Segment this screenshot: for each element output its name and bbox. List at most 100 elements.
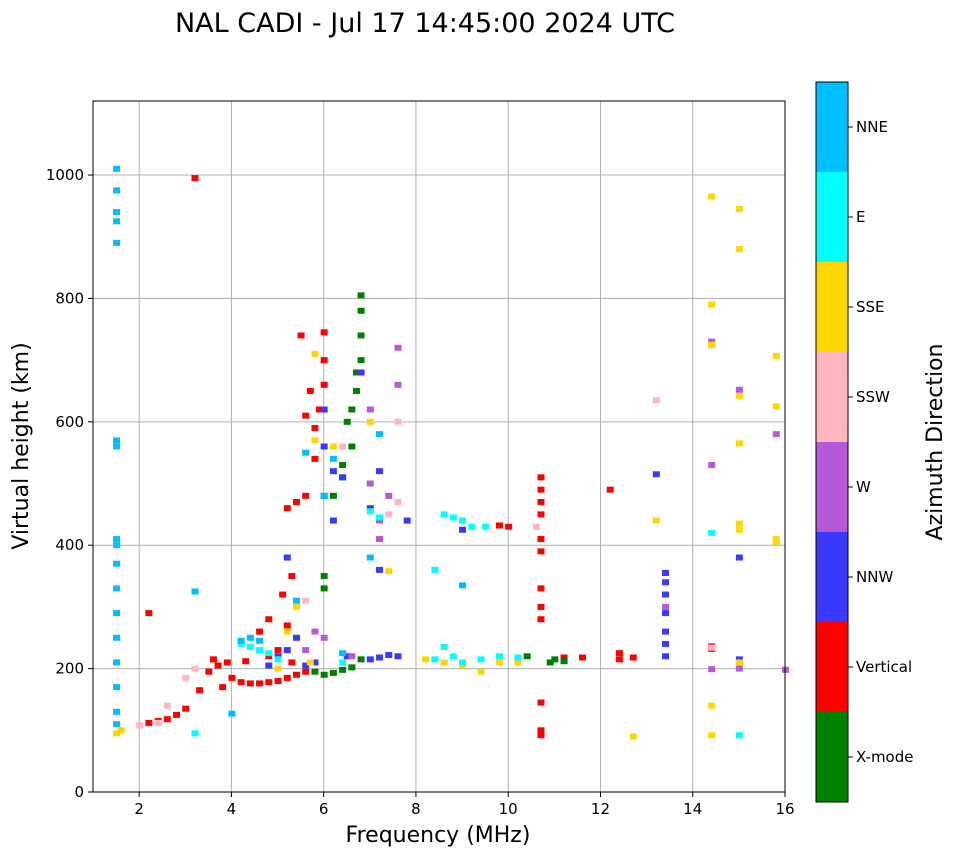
data-point bbox=[357, 369, 365, 376]
data-point bbox=[274, 656, 282, 663]
colorbar-label-sse: SSE bbox=[856, 298, 885, 316]
series-nne bbox=[113, 165, 467, 728]
data-point bbox=[311, 455, 319, 462]
data-point bbox=[376, 431, 384, 438]
data-point bbox=[320, 585, 328, 592]
data-point bbox=[348, 443, 356, 450]
data-point bbox=[495, 659, 503, 666]
data-point bbox=[265, 679, 273, 686]
colorbar-label-w: W bbox=[856, 478, 871, 496]
data-point bbox=[366, 656, 374, 663]
data-point bbox=[560, 654, 568, 661]
data-point bbox=[113, 536, 121, 543]
data-point bbox=[708, 666, 716, 673]
data-point bbox=[431, 566, 439, 573]
data-point bbox=[735, 732, 743, 739]
data-point bbox=[292, 597, 300, 604]
data-point bbox=[163, 716, 171, 723]
data-point bbox=[329, 468, 337, 475]
data-point bbox=[320, 634, 328, 641]
data-point bbox=[772, 536, 780, 543]
data-point bbox=[352, 369, 360, 376]
series-ssw bbox=[136, 342, 716, 729]
colorbar-segment bbox=[816, 172, 848, 262]
data-point bbox=[376, 468, 384, 475]
data-point bbox=[113, 165, 121, 172]
data-point bbox=[772, 352, 780, 359]
y-tick-label: 400 bbox=[55, 536, 84, 554]
data-point bbox=[191, 730, 199, 737]
data-marks bbox=[113, 165, 789, 740]
data-point bbox=[440, 644, 448, 651]
data-point bbox=[265, 616, 273, 623]
data-point bbox=[376, 536, 384, 543]
data-point bbox=[302, 449, 310, 456]
data-point bbox=[352, 387, 360, 394]
data-point bbox=[283, 628, 291, 635]
y-tick-label: 200 bbox=[55, 660, 84, 678]
data-point bbox=[537, 603, 545, 610]
data-point bbox=[537, 727, 545, 734]
data-point bbox=[537, 486, 545, 493]
data-point bbox=[191, 175, 199, 182]
data-point bbox=[459, 517, 467, 524]
data-point bbox=[302, 647, 310, 654]
data-point bbox=[366, 418, 374, 425]
data-point bbox=[495, 522, 503, 529]
data-point bbox=[274, 677, 282, 684]
colorbar: X-mode Vertical NNW W SSW SSE E NNE bbox=[815, 81, 913, 803]
data-point bbox=[256, 628, 264, 635]
y-tick-label: 1000 bbox=[46, 166, 84, 184]
data-point bbox=[292, 671, 300, 678]
data-point bbox=[256, 647, 264, 654]
data-point bbox=[385, 568, 393, 575]
x-tick-label: 12 bbox=[591, 800, 610, 818]
plot-frame bbox=[92, 100, 786, 793]
data-point bbox=[329, 517, 337, 524]
data-point bbox=[113, 218, 121, 225]
data-point bbox=[376, 654, 384, 661]
data-point bbox=[113, 443, 121, 450]
colorbar-label: Azimuth Direction bbox=[923, 343, 948, 540]
data-point bbox=[113, 659, 121, 666]
data-point bbox=[113, 634, 121, 641]
data-point bbox=[551, 656, 559, 663]
data-point bbox=[302, 597, 310, 604]
y-axis-ticks: 0 200 400 600 800 1000 bbox=[46, 166, 93, 801]
data-point bbox=[615, 650, 623, 657]
data-point bbox=[339, 474, 347, 481]
colorbar-segment bbox=[816, 352, 848, 442]
data-point bbox=[320, 406, 328, 413]
colorbar-label-vertical: Vertical bbox=[856, 658, 912, 676]
data-point bbox=[385, 652, 393, 659]
data-point bbox=[339, 650, 347, 657]
data-point bbox=[265, 662, 273, 669]
data-point bbox=[708, 702, 716, 709]
data-point bbox=[163, 702, 171, 709]
data-point bbox=[113, 684, 121, 691]
data-point bbox=[246, 644, 254, 651]
data-point bbox=[145, 610, 153, 617]
data-point bbox=[265, 650, 273, 657]
data-point bbox=[652, 397, 660, 404]
data-point bbox=[514, 659, 522, 666]
data-point bbox=[495, 653, 503, 660]
data-point bbox=[735, 205, 743, 212]
data-point bbox=[537, 585, 545, 592]
data-point bbox=[357, 656, 365, 663]
data-point bbox=[292, 603, 300, 610]
data-point bbox=[735, 659, 743, 666]
data-point bbox=[735, 520, 743, 527]
data-point bbox=[348, 653, 356, 660]
data-point bbox=[366, 480, 374, 487]
data-point bbox=[449, 514, 457, 521]
data-point bbox=[537, 548, 545, 555]
data-point bbox=[735, 554, 743, 561]
grid-lines bbox=[93, 101, 786, 793]
colorbar-label-x-mode: X-mode bbox=[856, 748, 913, 766]
data-point bbox=[431, 656, 439, 663]
x-tick-label: 4 bbox=[227, 800, 237, 818]
data-point bbox=[219, 684, 227, 691]
chart-title: NAL CADI - Jul 17 14:45:00 2024 UTC bbox=[175, 8, 675, 39]
